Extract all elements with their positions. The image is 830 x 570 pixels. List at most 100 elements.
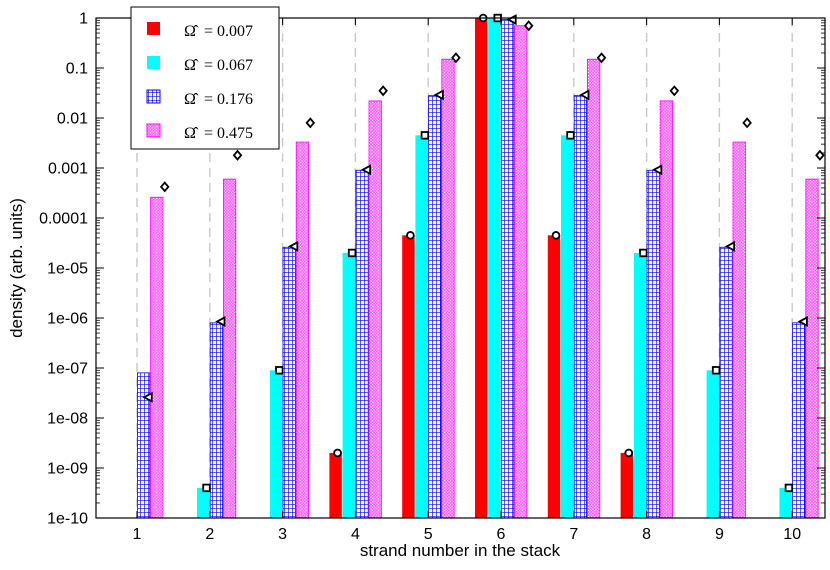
x-tick-label: 3	[278, 526, 287, 543]
triangle-marker	[579, 89, 590, 101]
legend-symbol: Ω̂	[184, 125, 199, 142]
bar-3-strand-10	[792, 322, 806, 519]
bar-3-strand-2	[209, 322, 223, 519]
diamond-marker	[232, 149, 243, 161]
bar-1-strand-4	[329, 452, 342, 518]
bar-4-strand-10	[805, 178, 819, 519]
triangle-marker	[142, 391, 153, 403]
bar-3-strand-9	[719, 246, 733, 519]
y-tick-label: 1e-09	[47, 461, 88, 478]
x-tick-label: 5	[424, 526, 433, 543]
x-tick-label: 8	[642, 526, 651, 543]
legend-swatch	[146, 89, 161, 104]
bar-2-strand-3	[269, 370, 283, 518]
bar-4-strand-3	[295, 141, 310, 519]
square-marker	[202, 483, 211, 493]
square-marker	[420, 131, 430, 140]
bar-2-strand-9	[706, 370, 719, 518]
bar-4-strand-5	[441, 58, 455, 519]
x-tick-label: 9	[715, 526, 724, 543]
circle-marker	[406, 231, 415, 240]
legend: Ω̂ = 0.007 Ω̂ = 0.067 Ω̂ = 0.176 Ω̂ = 0.475	[130, 6, 280, 150]
bar-3-strand-6	[500, 19, 515, 519]
x-tick-label: 7	[569, 526, 578, 543]
bar-1-strand-7	[547, 235, 561, 519]
x-tick-label: 2	[205, 526, 214, 543]
square-marker	[639, 248, 648, 258]
triangle-marker	[360, 164, 372, 176]
y-tick-label: 0.0001	[39, 211, 88, 228]
bar-2-strand-2	[197, 487, 210, 518]
diamond-marker	[159, 181, 170, 193]
y-tick-label: 0.001	[48, 161, 88, 178]
diamond-marker	[523, 20, 534, 32]
y-axis-label: density (arb. units)	[7, 198, 26, 338]
diamond-marker	[305, 117, 316, 129]
markers	[142, 13, 825, 493]
diamond-marker	[742, 117, 752, 129]
diamond-marker	[815, 149, 825, 161]
legend-swatch	[147, 22, 160, 35]
y-tick-label: 1e-06	[47, 311, 88, 328]
bar-4-strand-9	[732, 141, 746, 519]
x-tick-label: 10	[783, 526, 801, 543]
square-marker	[784, 483, 794, 493]
bar-2-strand-5	[415, 135, 428, 519]
y-tick-label: 0.01	[57, 111, 88, 128]
square-marker	[347, 248, 357, 258]
bar-2-strand-10	[779, 487, 792, 518]
x-tick-label: 6	[497, 526, 506, 543]
circle-marker	[624, 448, 634, 458]
bar-4-strand-4	[368, 100, 382, 519]
bar-1-strand-5	[402, 235, 415, 519]
triangle-marker	[651, 164, 663, 176]
legend-swatch	[147, 56, 160, 69]
triangle-marker	[287, 240, 299, 252]
square-marker	[711, 366, 721, 375]
legend-symbol: Ω̂	[184, 91, 199, 108]
y-tick-label: 1e-05	[47, 261, 88, 278]
diamond-marker	[596, 52, 607, 64]
bar-3-strand-4	[355, 169, 369, 519]
bar-1-strand-6	[475, 18, 488, 518]
square-marker	[275, 366, 284, 375]
bar-3-strand-5	[428, 95, 442, 519]
diamond-marker	[451, 52, 461, 64]
y-tick-label: 1e-08	[47, 411, 88, 428]
y-tick-label: 1	[79, 11, 88, 28]
bar-3-strand-3	[282, 246, 296, 519]
triangle-marker	[433, 89, 444, 101]
x-tick-label: 4	[351, 526, 360, 543]
bar-4-strand-1	[150, 196, 164, 519]
legend-symbol: Ω̂	[184, 23, 199, 40]
bar-2-strand-4	[342, 252, 355, 519]
legend-label: = 0.475	[204, 125, 253, 142]
diamond-marker	[378, 85, 388, 97]
triangle-marker	[215, 316, 226, 328]
bar-4-strand-7	[587, 58, 601, 519]
bar-4-strand-2	[222, 178, 237, 519]
square-marker	[566, 131, 575, 140]
diamond-marker	[669, 85, 680, 97]
y-tick-label: 0.1	[66, 61, 88, 78]
bar-2-strand-6	[488, 18, 501, 518]
bar-2-strand-7	[561, 135, 574, 519]
legend-symbol: Ω̂	[184, 57, 199, 74]
bar-1-strand-8	[620, 452, 633, 518]
legend-swatch	[146, 123, 161, 138]
legend-label: = 0.176	[204, 91, 253, 108]
triangle-marker	[724, 240, 736, 252]
circle-marker	[551, 231, 561, 240]
legend-label: = 0.007	[204, 23, 253, 40]
bars	[136, 18, 819, 519]
bar-4-strand-6	[514, 25, 528, 519]
y-tick-label: 1e-07	[47, 361, 88, 378]
legend-label: = 0.067	[204, 57, 253, 74]
x-tick-label: 1	[133, 526, 142, 543]
x-axis-label: strand number in the stack	[360, 541, 561, 560]
axis-ticks: 1 2 3 4 5 6 7 8 9 10 1 0.1 0.01 0.001 0.0001 1e-05 1e-06…	[39, 11, 825, 543]
bar-3-strand-8	[646, 169, 660, 519]
triangle-marker	[797, 316, 808, 328]
